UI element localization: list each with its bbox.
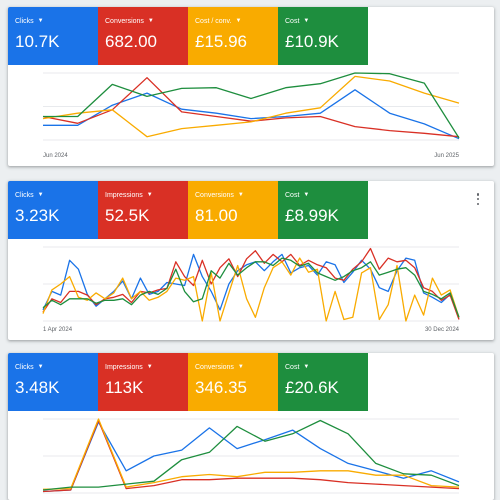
caret-down-icon[interactable]: ▼ bbox=[37, 364, 44, 370]
x-axis-end-label: Jun 2025 bbox=[434, 153, 459, 159]
metric-tiles: Clicks ▼ 10.7K Conversions ▼ 682.00 Cost /… bbox=[8, 7, 368, 65]
metric-value: £8.99K bbox=[285, 206, 339, 225]
metric-value: £15.96 bbox=[195, 32, 247, 51]
series-line-yellow bbox=[42, 75, 460, 138]
metric-value: 3.23K bbox=[15, 206, 60, 225]
series-line-blue bbox=[42, 253, 460, 318]
metric-label: Conversions bbox=[105, 17, 144, 25]
series-line-yellow bbox=[42, 418, 460, 490]
metric-value: 113K bbox=[105, 378, 144, 397]
metric-label: Impressions bbox=[105, 191, 143, 199]
performance-card-2: Clicks ▼ 3.23K Impressions ▼ 52.5K Convers… bbox=[8, 181, 494, 340]
metric-tile-cost[interactable]: Cost ▼ £20.6K bbox=[278, 353, 368, 411]
series-line-green bbox=[42, 257, 460, 318]
series-line-green bbox=[42, 419, 460, 491]
series-line-red bbox=[42, 77, 460, 138]
series-line-blue bbox=[42, 421, 460, 493]
caret-down-icon[interactable]: ▼ bbox=[235, 18, 242, 24]
metric-label: Clicks bbox=[15, 17, 34, 25]
metric-tiles: Clicks ▼ 3.23K Impressions ▼ 52.5K Convers… bbox=[8, 181, 368, 239]
metric-tile-impressions[interactable]: Impressions ▼ 52.5K bbox=[98, 181, 188, 239]
metric-value: £20.6K bbox=[285, 378, 339, 397]
metric-tile-conversions[interactable]: Conversions ▼ 81.00 bbox=[188, 181, 278, 239]
metric-value: 346.35 bbox=[195, 378, 247, 397]
metric-tile-cost[interactable]: Cost ▼ £8.99K bbox=[278, 181, 368, 239]
caret-down-icon[interactable]: ▼ bbox=[147, 18, 154, 24]
caret-down-icon[interactable]: ▼ bbox=[303, 18, 310, 24]
metric-label: Cost bbox=[285, 191, 300, 199]
metric-tile-clicks[interactable]: Clicks ▼ 10.7K bbox=[8, 7, 98, 65]
metric-tile-cost[interactable]: Cost ▼ £10.9K bbox=[278, 7, 368, 65]
series-line-red bbox=[42, 247, 460, 320]
metric-label: Conversions bbox=[195, 191, 234, 199]
metric-value: £10.9K bbox=[285, 32, 339, 51]
performance-card-3: Clicks ▼ 3.48K Impressions ▼ 113K Conversi… bbox=[8, 353, 494, 500]
caret-down-icon[interactable]: ▼ bbox=[37, 192, 44, 198]
metric-label: Cost / conv. bbox=[195, 17, 232, 25]
caret-down-icon[interactable]: ▼ bbox=[237, 364, 244, 370]
caret-down-icon[interactable]: ▼ bbox=[237, 192, 244, 198]
metric-value: 81.00 bbox=[195, 206, 238, 225]
metric-tile-impressions[interactable]: Impressions ▼ 113K bbox=[98, 353, 188, 411]
metric-tiles: Clicks ▼ 3.48K Impressions ▼ 113K Conversi… bbox=[8, 353, 368, 411]
metric-tile-cost-per-conversion[interactable]: Cost / conv. ▼ £15.96 bbox=[188, 7, 278, 65]
x-axis-start-label: 1 Apr 2024 bbox=[43, 327, 73, 333]
metric-label: Impressions bbox=[105, 363, 143, 371]
metric-tile-conversions[interactable]: Conversions ▼ 682.00 bbox=[98, 7, 188, 65]
metric-label: Conversions bbox=[195, 363, 234, 371]
metric-value: 10.7K bbox=[15, 32, 60, 51]
x-axis-end-label: 30 Dec 2024 bbox=[425, 327, 460, 333]
caret-down-icon[interactable]: ▼ bbox=[37, 18, 44, 24]
metric-tile-clicks[interactable]: Clicks ▼ 3.23K bbox=[8, 181, 98, 239]
more-vert-icon[interactable] bbox=[472, 191, 484, 207]
series-line-green bbox=[43, 72, 460, 139]
line-chart: Jun 2024 Jun 2025 bbox=[42, 72, 460, 159]
metric-value: 52.5K bbox=[105, 206, 150, 225]
metric-value: 682.00 bbox=[105, 32, 157, 51]
metric-label: Cost bbox=[285, 17, 300, 25]
series-line-blue bbox=[43, 89, 460, 140]
line-chart bbox=[42, 418, 460, 494]
caret-down-icon[interactable]: ▼ bbox=[146, 364, 153, 370]
metric-label: Clicks bbox=[15, 191, 34, 199]
caret-down-icon[interactable]: ▼ bbox=[146, 192, 153, 198]
performance-card-1: Clicks ▼ 10.7K Conversions ▼ 682.00 Cost /… bbox=[8, 7, 494, 166]
metric-label: Clicks bbox=[15, 363, 34, 371]
caret-down-icon[interactable]: ▼ bbox=[303, 192, 310, 198]
series-line-yellow bbox=[42, 257, 460, 322]
metric-tile-conversions[interactable]: Conversions ▼ 346.35 bbox=[188, 353, 278, 411]
line-chart: 1 Apr 2024 30 Dec 2024 bbox=[42, 246, 460, 333]
metric-tile-clicks[interactable]: Clicks ▼ 3.48K bbox=[8, 353, 98, 411]
metric-value: 3.48K bbox=[15, 378, 60, 397]
metric-label: Cost bbox=[285, 363, 300, 371]
caret-down-icon[interactable]: ▼ bbox=[303, 364, 310, 370]
x-axis-start-label: Jun 2024 bbox=[43, 153, 68, 159]
